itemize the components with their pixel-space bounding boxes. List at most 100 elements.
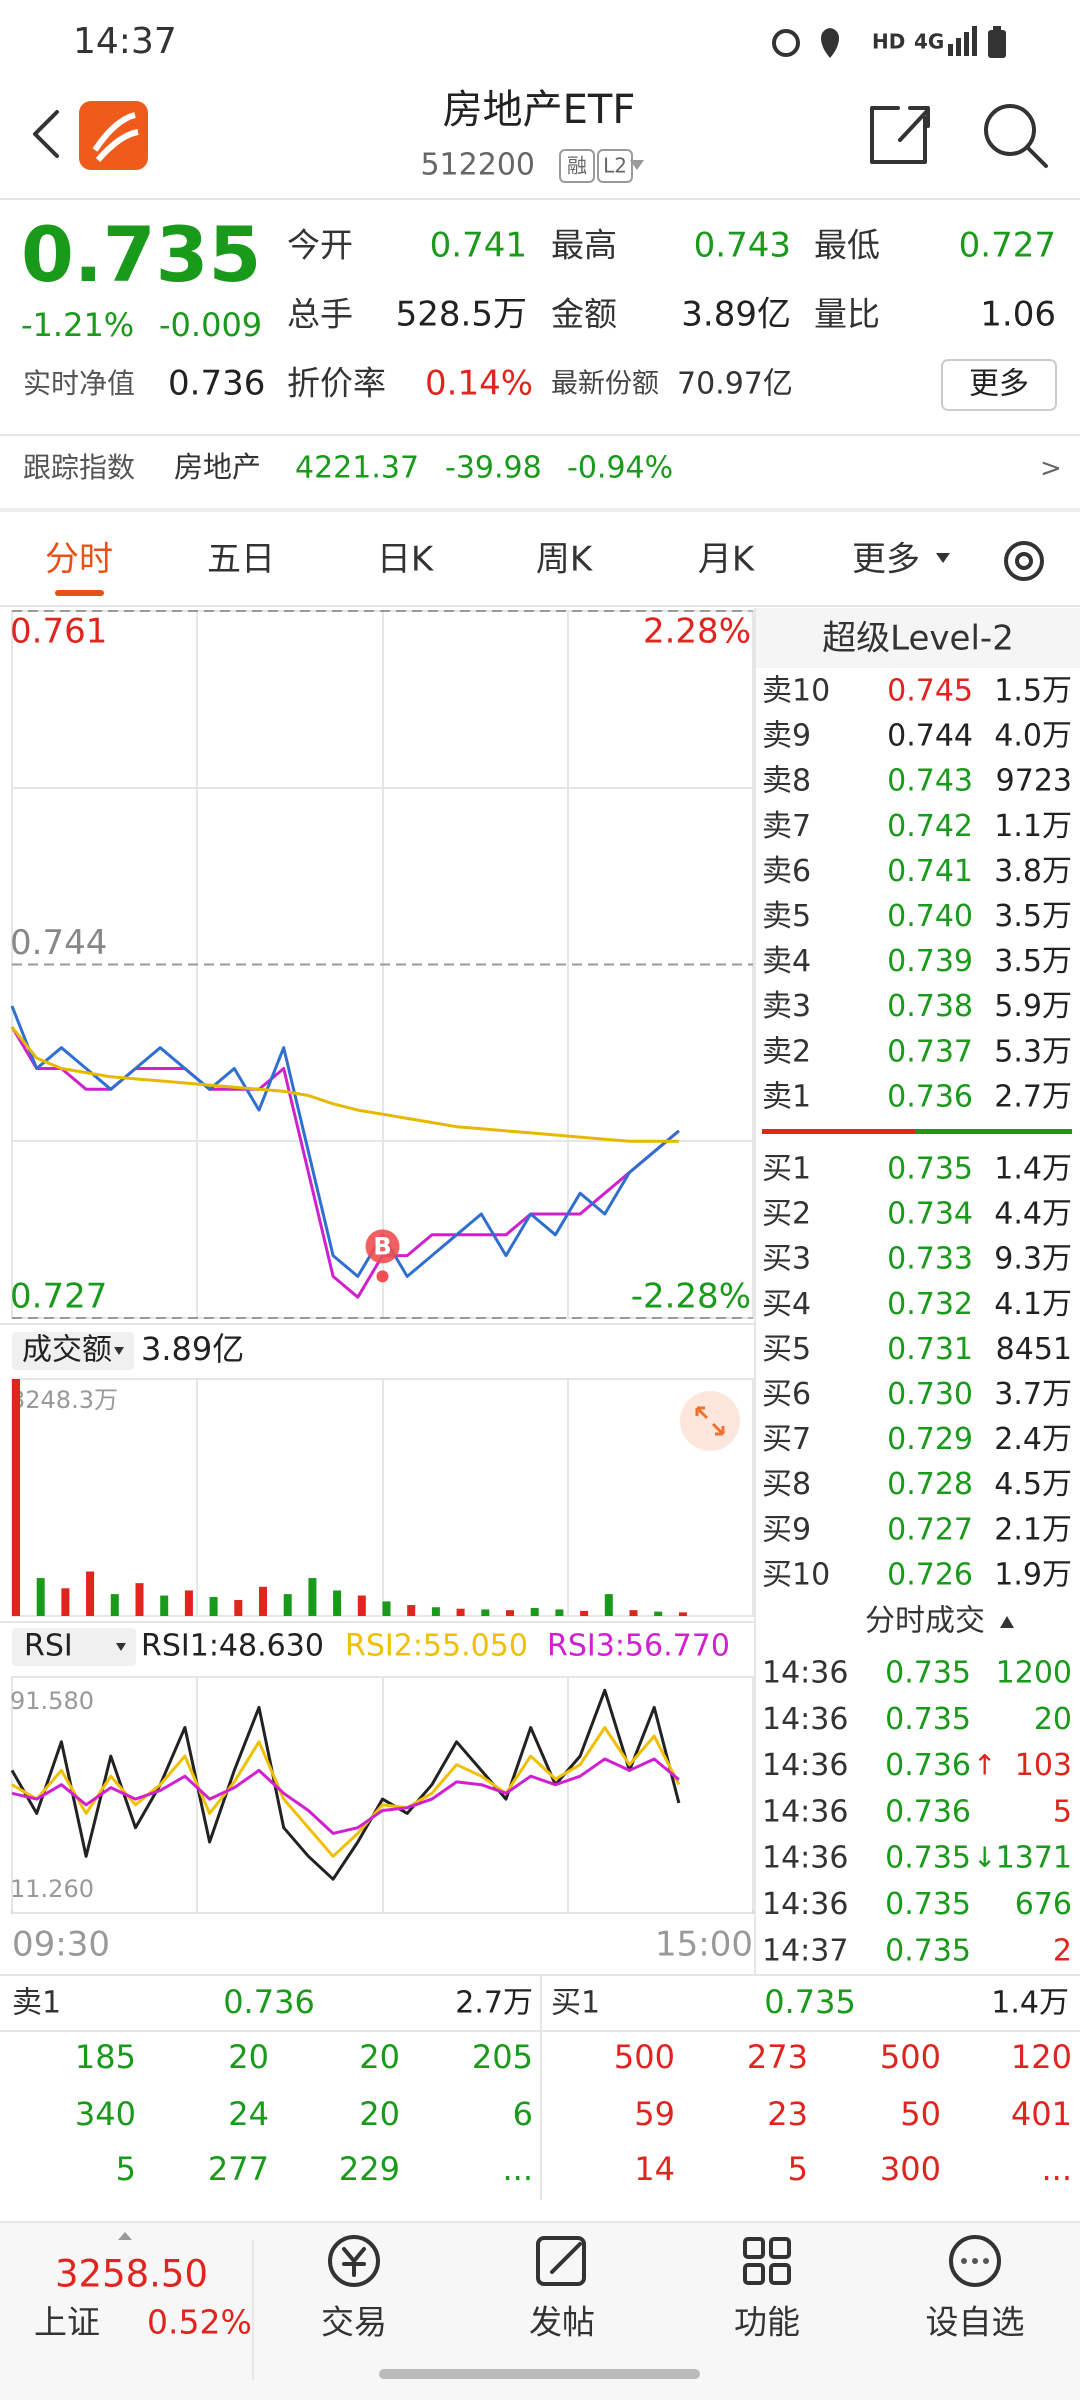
- tab-underline: [55, 590, 104, 596]
- index-arrow[interactable]: >: [1040, 454, 1062, 484]
- ask-order: 229: [339, 2150, 400, 2188]
- last-price: 0.735: [21, 210, 261, 299]
- nav-item[interactable]: 发帖: [529, 2303, 595, 2342]
- bottom-nav: [0, 2221, 1080, 2400]
- field-label: 最低: [814, 226, 880, 265]
- depth-label: 卖1: [12, 1986, 61, 2021]
- trade-time: 14:36: [762, 1702, 848, 1737]
- bid-order: 5: [788, 2150, 808, 2188]
- trade-icon[interactable]: [328, 2235, 380, 2287]
- book-label: 卖7: [762, 809, 811, 844]
- tab[interactable]: 五日: [207, 540, 275, 580]
- book-price: 0.733: [887, 1242, 973, 1277]
- volume-bar: [481, 1609, 490, 1616]
- bid-order: 401: [1011, 2095, 1072, 2133]
- nav-item[interactable]: 交易: [321, 2303, 387, 2342]
- book-volume: 4.4万: [994, 1197, 1072, 1232]
- book-label: 卖5: [762, 899, 811, 934]
- trade-price: 0.735: [885, 1841, 971, 1876]
- book-price: 0.729: [887, 1422, 973, 1457]
- volume-bar: [184, 1590, 193, 1616]
- book-price: 0.735: [887, 1152, 973, 1187]
- volume-bar: [36, 1578, 45, 1616]
- field-value: 0.743: [694, 226, 791, 266]
- post-icon[interactable]: [536, 2236, 586, 2286]
- settings-button[interactable]: [1004, 541, 1044, 581]
- volume-bar: [506, 1610, 514, 1616]
- ask-order: 20: [228, 2038, 269, 2076]
- depth-price: 0.735: [764, 1983, 856, 2021]
- tab[interactable]: 月K: [698, 540, 756, 580]
- ask-order: 24: [228, 2095, 269, 2133]
- tab[interactable]: 日K: [377, 540, 435, 580]
- book-label: 买9: [762, 1512, 811, 1547]
- tab[interactable]: 周K: [536, 540, 594, 580]
- volume-bar: [209, 1597, 218, 1616]
- badge: [597, 149, 633, 183]
- dropdown-arrow[interactable]: [630, 160, 644, 170]
- series-line: [11, 1726, 681, 1858]
- book-volume: 2.4万: [994, 1422, 1072, 1457]
- book-label: 卖6: [762, 854, 811, 889]
- trade-time: 14:36: [762, 1887, 848, 1922]
- book-label: 卖9: [762, 719, 811, 754]
- bid-order: 120: [1011, 2038, 1072, 2076]
- bid-order: 50: [900, 2095, 941, 2133]
- book-price: 0.734: [887, 1197, 973, 1232]
- ask-order: 205: [472, 2038, 533, 2076]
- status-label: HD: [872, 30, 905, 54]
- trade-time: 14:36: [762, 1794, 848, 1829]
- volume-bar: [61, 1588, 70, 1616]
- book-volume: 5.3万: [994, 1034, 1072, 1069]
- nav-item[interactable]: 功能: [734, 2303, 800, 2342]
- trade-volume: 103: [1015, 1748, 1072, 1783]
- trades-title: 分时成交: [865, 1604, 985, 1639]
- dropdown-arrow[interactable]: [936, 553, 950, 563]
- tab[interactable]: 更多: [852, 540, 920, 580]
- nav-item[interactable]: 设自选: [926, 2303, 1025, 2342]
- book-volume: 2.1万: [994, 1512, 1072, 1547]
- volume-bar: [555, 1609, 564, 1616]
- change: -0.009: [159, 306, 262, 344]
- x-tick-label: 09:30: [12, 1925, 110, 1965]
- more-button[interactable]: [941, 359, 1057, 411]
- function-icon[interactable]: [743, 2237, 791, 2285]
- bid-order: ...: [1041, 2150, 1072, 2188]
- book-price: 0.738: [887, 989, 973, 1024]
- trade-price: 0.735: [885, 1933, 971, 1968]
- y-tick-label: 91.580: [10, 1687, 94, 1715]
- home-indicator: [379, 2369, 700, 2379]
- legend-entry: RSI3:56.770: [547, 1629, 730, 1664]
- volume-bar: [135, 1583, 144, 1616]
- more-button-label[interactable]: 更多: [969, 367, 1029, 402]
- bid-order: 300: [880, 2150, 941, 2188]
- book-price: 0.739: [887, 944, 973, 979]
- book-volume: 1.4万: [994, 1152, 1072, 1187]
- field-label: 量比: [814, 295, 880, 334]
- trade-volume: 20: [1034, 1702, 1072, 1737]
- book-label: 买8: [762, 1467, 811, 1502]
- annotation-label: B: [373, 1232, 391, 1260]
- tab[interactable]: 分时: [45, 540, 113, 580]
- legend-entry: RSI2:55.050: [345, 1629, 528, 1664]
- back-button[interactable]: [33, 110, 59, 158]
- legend-entry: RSI1:48.630: [141, 1629, 324, 1664]
- book-label: 买5: [762, 1332, 811, 1367]
- trade-time: 14:36: [762, 1656, 848, 1691]
- nav-index-pct: 0.52%: [147, 2303, 252, 2342]
- watchlist-icon[interactable]: [949, 2235, 1001, 2287]
- shares-label: 最新份额: [551, 369, 659, 400]
- book-label: 卖4: [762, 944, 811, 979]
- trade-price: 0.735: [885, 1656, 971, 1691]
- ask-order: 20: [359, 2095, 400, 2133]
- bid-order: 500: [614, 2038, 675, 2076]
- share-button[interactable]: [870, 106, 930, 164]
- bid-order: 273: [747, 2038, 808, 2076]
- trade-price: 0.735: [885, 1887, 971, 1922]
- book-volume: 3.8万: [994, 854, 1072, 889]
- search-button[interactable]: [984, 104, 1048, 168]
- divider: [0, 508, 1080, 512]
- volume-bar: [259, 1586, 267, 1616]
- series-line: [10, 1025, 679, 1143]
- trade-volume: 1200: [996, 1656, 1072, 1691]
